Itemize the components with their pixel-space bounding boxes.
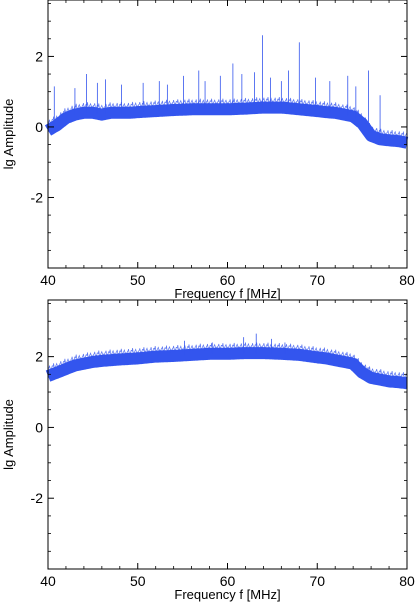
y-tick-label: 2 (35, 48, 43, 64)
y-tick-label: 0 (35, 419, 43, 435)
chart-panel-bottom: 40 50 60 70 80 -2 0 2 Frequency f [MHz] lg Amplit… (1, 299, 415, 602)
chart-panel-top: 40 50 60 70 80 -2 0 2 Frequency f [MHz] lg Amplit… (1, 0, 415, 301)
series-noise (47, 96, 408, 139)
y-tick-label: 0 (35, 119, 43, 135)
x-axis-label: Frequency f [MHz] (174, 587, 280, 602)
x-tick-label: 40 (40, 573, 56, 589)
y-axis-label: lg Amplitude (1, 399, 16, 470)
plot-frame (47, 299, 408, 570)
x-tick-label: 70 (309, 573, 325, 589)
series-band (43, 347, 412, 390)
plot-frame (47, 0, 408, 269)
y-axis-label: lg Amplitude (1, 99, 16, 170)
y-tick-label: -2 (31, 189, 44, 205)
x-tick-label: 80 (399, 573, 415, 589)
x-tick-label: 60 (220, 272, 236, 288)
x-tick-label: 70 (309, 272, 325, 288)
x-tick-label: 60 (220, 573, 236, 589)
x-axis-label: Frequency f [MHz] (174, 286, 280, 301)
series-noise (47, 342, 408, 379)
y-tick-label: -2 (31, 490, 44, 506)
series-band (43, 101, 412, 149)
x-tick-label: 50 (130, 272, 146, 288)
y-tick-label: 2 (35, 349, 43, 365)
x-tick-label: 50 (130, 573, 146, 589)
x-tick-label: 40 (40, 272, 56, 288)
x-tick-label: 80 (399, 272, 415, 288)
